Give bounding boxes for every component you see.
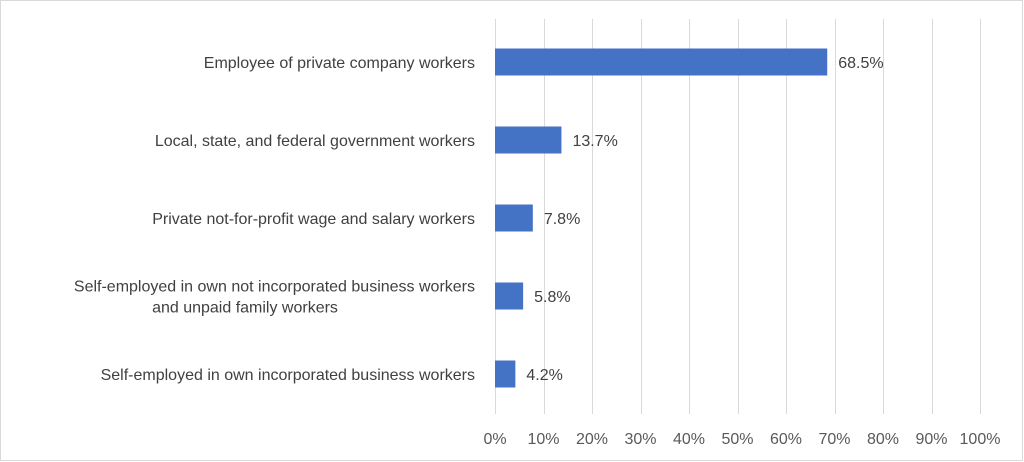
- x-tick-label: 100%: [960, 431, 1001, 448]
- x-tick-label: 90%: [915, 431, 947, 448]
- data-label: 13.7%: [572, 133, 617, 150]
- bar: [495, 48, 828, 76]
- bar: [495, 360, 516, 388]
- bar: [495, 282, 524, 310]
- labels: 0% 10% 20% 30% 40% 50% 60% 70% 80% 90% 100% 68.5% Em…: [74, 55, 1001, 448]
- bar: [495, 204, 533, 232]
- category-label: Employee of private company workers: [204, 55, 475, 72]
- x-tick-label: 50%: [721, 431, 753, 448]
- data-label: 4.2%: [526, 367, 562, 384]
- x-tick-label: 70%: [818, 431, 850, 448]
- data-label: 5.8%: [534, 289, 570, 306]
- x-tick-label: 80%: [867, 431, 899, 448]
- bars: [495, 48, 828, 388]
- category-label: Self-employed in own incorporated busine…: [101, 367, 475, 384]
- x-tick-label: 0%: [483, 431, 506, 448]
- category-label: Private not-for-profit wage and salary w…: [152, 211, 475, 228]
- x-tick-label: 20%: [576, 431, 608, 448]
- x-tick-label: 10%: [527, 431, 559, 448]
- data-label: 68.5%: [838, 55, 883, 72]
- gridlines: [495, 19, 981, 414]
- category-label: Self-employed in own not incorporated bu…: [74, 279, 475, 296]
- x-tick-label: 60%: [770, 431, 802, 448]
- bar: [495, 126, 562, 154]
- x-tick-label: 40%: [673, 431, 705, 448]
- category-label: Local, state, and federal government wor…: [155, 133, 475, 150]
- x-tick-label: 30%: [624, 431, 656, 448]
- data-label: 7.8%: [544, 211, 580, 228]
- category-label: and unpaid family workers: [152, 300, 338, 317]
